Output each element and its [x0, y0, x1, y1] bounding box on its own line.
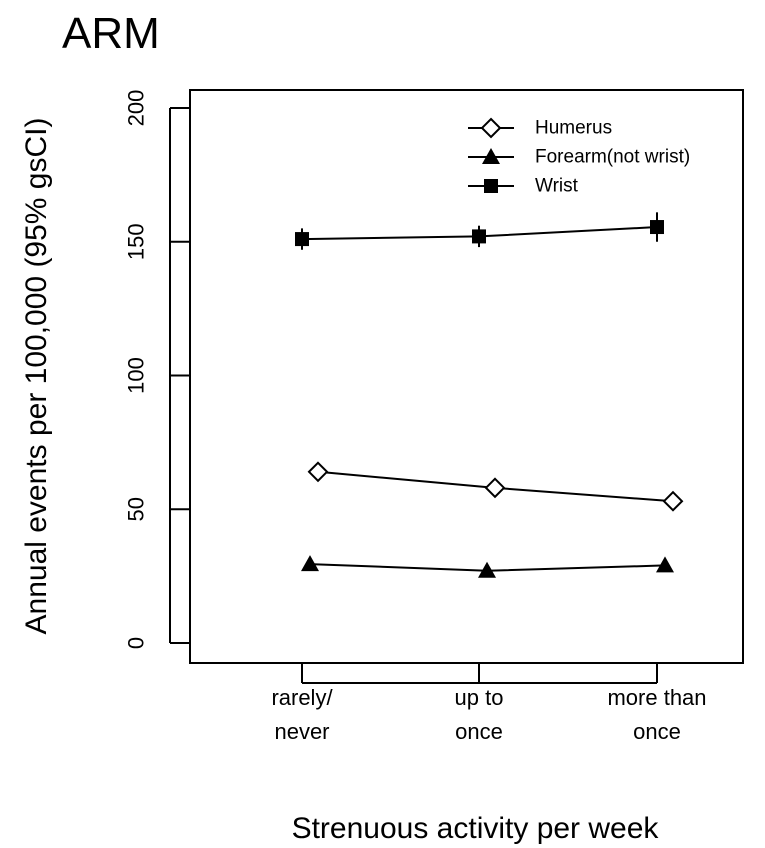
data-point: [478, 561, 496, 578]
x-axis-label: Strenuous activity per week: [292, 812, 660, 845]
y-axis-label: Annual events per 100,000 (95% gsCI): [20, 118, 53, 635]
data-point: [301, 555, 319, 572]
x-tick-label: once: [455, 719, 503, 744]
y-tick-label: 200: [124, 90, 149, 127]
y-tick-label: 50: [124, 497, 149, 521]
data-point: [650, 220, 664, 235]
series-2: [295, 212, 664, 250]
series-1: [301, 555, 674, 578]
data-point: [295, 232, 309, 247]
data-point: [484, 477, 506, 499]
legend-marker: [480, 117, 502, 139]
legend-marker: [482, 148, 500, 164]
plot-frame: [189, 89, 744, 664]
y-axis: 0 50 100 150 200: [124, 90, 190, 649]
series-layer: [295, 212, 684, 578]
y-tick-label: 0: [124, 637, 149, 649]
x-tick-label: up to: [455, 685, 504, 710]
y-tick-label: 150: [124, 223, 149, 260]
chart-title: ARM: [62, 9, 160, 58]
legend: Humerus Forearm(not wrist) Wrist: [468, 118, 690, 197]
data-point: [307, 461, 329, 483]
legend-label: Forearm(not wrist): [535, 147, 690, 168]
legend-label: Wrist: [535, 176, 579, 197]
data-point: [656, 556, 674, 573]
legend-label: Humerus: [535, 118, 612, 139]
series-0: [307, 461, 684, 512]
x-axis: rarely/never up to once more than once: [271, 663, 707, 744]
data-point: [472, 229, 486, 244]
x-tick-label: more than: [607, 685, 706, 710]
x-tick-label: never: [274, 719, 329, 744]
legend-marker: [484, 179, 498, 193]
y-tick-label: 100: [124, 357, 149, 394]
x-tick-label: once: [633, 719, 681, 744]
data-point: [662, 490, 684, 512]
x-tick-label: rarely/: [271, 685, 333, 710]
